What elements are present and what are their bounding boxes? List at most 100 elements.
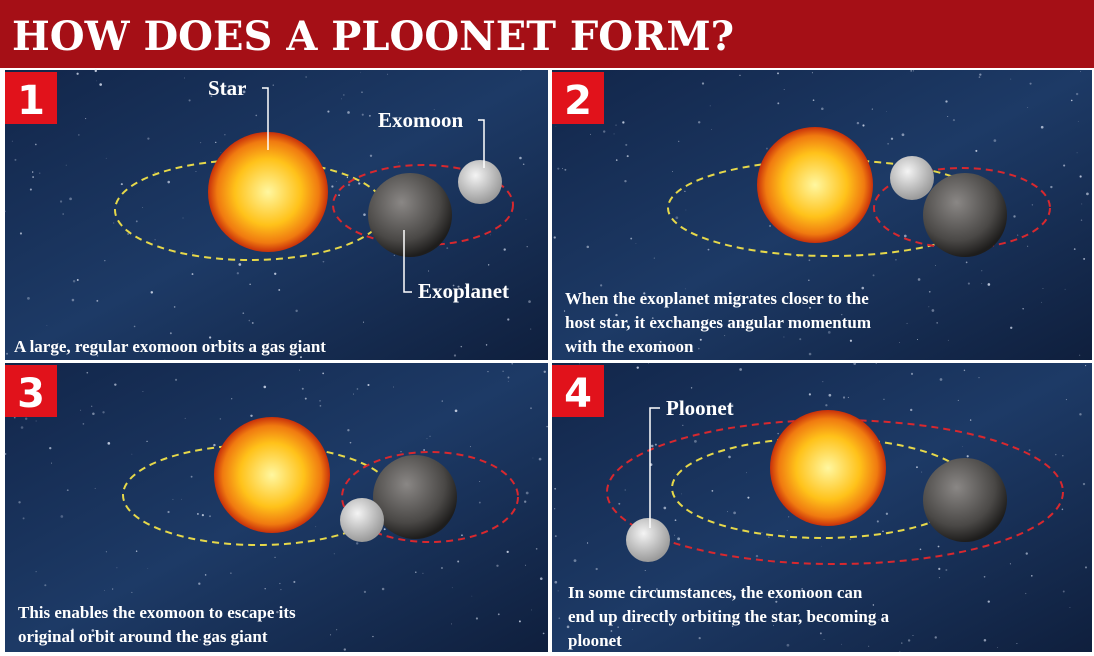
star-dot: [334, 553, 335, 554]
star-dot: [370, 155, 372, 157]
star-dot: [648, 363, 649, 364]
star-dot: [675, 519, 677, 521]
star-dot: [813, 99, 815, 101]
star-dot: [507, 376, 509, 378]
star-dot: [910, 409, 912, 411]
star-dot: [596, 568, 598, 570]
star-dot: [96, 300, 98, 302]
star-dot: [674, 535, 675, 536]
star-dot: [142, 207, 143, 208]
star-dot: [809, 259, 811, 261]
star-dot: [30, 189, 32, 191]
star-dot: [820, 632, 822, 634]
star-dot: [616, 159, 618, 161]
star-dot: [511, 363, 513, 365]
star-dot: [756, 555, 758, 557]
star-dot: [197, 513, 199, 515]
star-dot: [524, 501, 526, 503]
star-dot: [821, 546, 822, 547]
star-dot: [1086, 193, 1089, 196]
star-dot: [174, 306, 176, 308]
star-dot: [12, 141, 13, 142]
star-dot: [486, 344, 487, 345]
star-dot: [279, 583, 280, 584]
star-dot: [358, 182, 360, 184]
star-dot: [630, 238, 632, 240]
star-dot: [394, 255, 395, 256]
star-dot: [44, 584, 46, 586]
star-dot: [95, 488, 96, 489]
star-dot: [136, 220, 138, 222]
star-dot: [274, 557, 275, 558]
star-dot: [35, 144, 37, 146]
star-dot: [554, 581, 557, 584]
star-dot: [1069, 607, 1070, 608]
star-dot: [302, 388, 304, 390]
star-dot: [347, 429, 349, 431]
star-dot: [682, 425, 683, 426]
star-dot: [116, 567, 117, 568]
star-dot: [165, 359, 166, 360]
star-dot: [106, 158, 107, 159]
exoplanet: [373, 455, 457, 539]
star-dot: [191, 476, 193, 478]
star-dot: [787, 530, 788, 531]
star-dot: [850, 539, 851, 540]
star-dot: [364, 591, 366, 593]
star-dot: [80, 410, 81, 411]
star-dot: [872, 109, 873, 110]
star-dot: [479, 481, 480, 482]
exomoon: [626, 518, 670, 562]
star-dot: [935, 265, 936, 266]
star-dot: [230, 572, 232, 574]
star-dot: [1010, 563, 1011, 564]
star-dot: [587, 542, 588, 543]
star-dot: [47, 325, 48, 326]
star-dot: [724, 335, 725, 336]
caption: When the exoplanet migrates closer to th…: [565, 289, 869, 308]
star-dot: [747, 497, 749, 499]
star-dot: [1085, 365, 1086, 366]
star-dot: [347, 111, 350, 114]
star-dot: [543, 633, 545, 635]
star-dot: [938, 568, 940, 570]
star-dot: [92, 412, 95, 415]
star-dot: [479, 502, 481, 504]
star-dot: [739, 75, 740, 76]
star-dot: [988, 283, 991, 286]
star-dot: [769, 225, 770, 226]
star-dot: [1027, 107, 1028, 108]
label: Exomoon: [378, 108, 464, 132]
star-dot: [777, 72, 779, 74]
star-dot: [947, 116, 948, 117]
star-dot: [49, 447, 51, 449]
panel-number: 2: [564, 78, 592, 124]
star-dot: [387, 74, 388, 75]
label: Star: [208, 76, 247, 100]
star-dot: [249, 284, 250, 285]
star-dot: [574, 559, 577, 562]
star-dot: [663, 507, 666, 510]
star-dot: [822, 381, 823, 382]
star-dot: [14, 417, 16, 419]
star-dot: [1065, 289, 1066, 290]
star-dot: [146, 441, 147, 442]
star-dot: [99, 83, 102, 86]
star-dot: [558, 617, 560, 619]
star-dot: [675, 216, 678, 219]
star-dot: [913, 635, 914, 636]
star-dot: [562, 168, 563, 169]
star-dot: [155, 239, 156, 240]
star-dot: [77, 279, 79, 281]
star-dot: [237, 272, 239, 274]
star-dot: [367, 384, 369, 386]
star-dot: [994, 139, 997, 142]
star-dot: [91, 406, 92, 407]
star-dot: [917, 339, 918, 340]
star-dot: [154, 172, 155, 173]
star-dot: [263, 386, 266, 389]
star-dot: [809, 353, 812, 356]
star-dot: [192, 252, 193, 253]
star-dot: [348, 184, 350, 186]
star-dot: [530, 329, 531, 330]
